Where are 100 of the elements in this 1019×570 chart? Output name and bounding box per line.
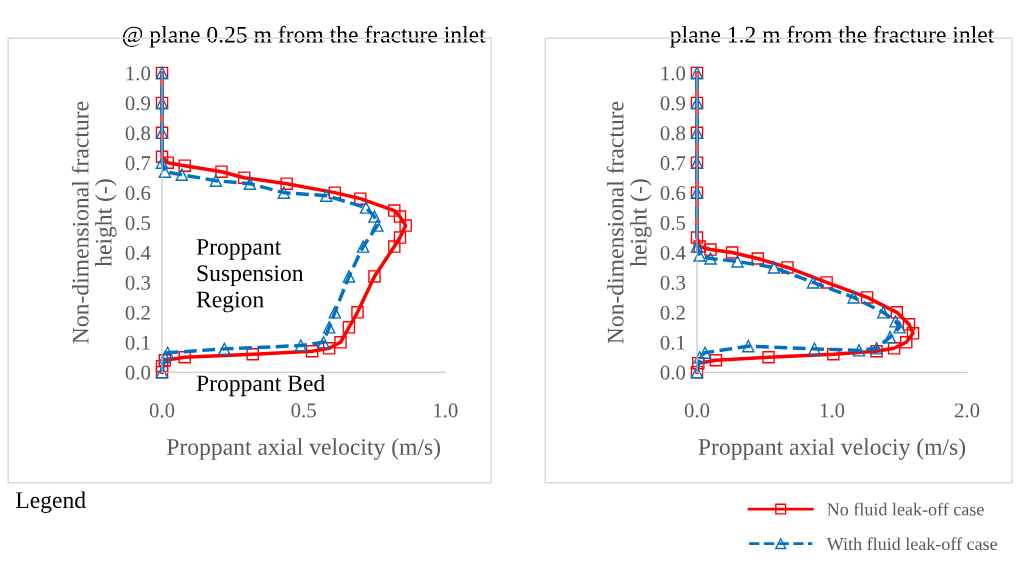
- point: [883, 330, 897, 344]
- point: [709, 353, 723, 367]
- x-tick-label: 1.0: [820, 403, 845, 418]
- point: [808, 342, 821, 356]
- point: [731, 255, 744, 268]
- point: [368, 210, 381, 223]
- y-tick-label: 0.3: [125, 275, 151, 290]
- point: [762, 350, 775, 364]
- point: [175, 168, 189, 181]
- point: [342, 321, 356, 334]
- point: [692, 356, 705, 370]
- point: [806, 276, 820, 289]
- y-axis-title: Non-dimensional fracture height (-): [606, 101, 652, 344]
- point: [847, 291, 860, 304]
- annotation: Proppant Suspension Region: [196, 239, 304, 313]
- point: [399, 219, 412, 232]
- point: [368, 270, 381, 283]
- y-tick-label: 0.4: [125, 245, 151, 261]
- point: [902, 318, 916, 331]
- x-tick-label: 2.0: [954, 403, 980, 418]
- point: [322, 342, 336, 355]
- point: [693, 350, 706, 364]
- point: [893, 321, 906, 334]
- y-tick-label: 0.6: [660, 186, 686, 201]
- point: [742, 339, 755, 353]
- point: [704, 243, 717, 256]
- x-axis-title: Proppant axial velociy (m/s): [698, 438, 966, 460]
- y-tick-label: 0.6: [125, 186, 151, 201]
- x-axis-title: Proppant axial velocity (m/s): [166, 438, 440, 460]
- point: [158, 165, 172, 178]
- x-tick-label: 1.0: [434, 403, 458, 418]
- point: [820, 276, 833, 289]
- point: [342, 270, 356, 283]
- point: [161, 346, 174, 360]
- point: [388, 204, 401, 217]
- legend-label: No fluid leak-off case: [827, 502, 984, 516]
- point: [388, 240, 401, 253]
- point: [393, 231, 407, 244]
- y-tick-label: 1.0: [661, 66, 686, 81]
- point: [725, 246, 739, 259]
- x-tick-label: 0.5: [291, 403, 316, 418]
- point: [852, 344, 866, 357]
- point: [887, 342, 901, 355]
- y-tick-label: 0.0: [125, 365, 151, 380]
- point: [698, 346, 712, 360]
- point: [359, 201, 373, 214]
- point: [704, 252, 717, 265]
- y-tick-label: 0.9: [660, 96, 686, 111]
- point: [690, 231, 704, 244]
- point: [328, 306, 342, 319]
- y-tick-label: 0.1: [125, 335, 150, 350]
- point: [900, 336, 913, 349]
- y-tick-label: 0.3: [660, 275, 686, 290]
- text: Legend: [15, 491, 86, 513]
- point: [178, 159, 191, 172]
- point: [320, 189, 333, 202]
- y-axis-title: Non-dimensional fracture height (-): [71, 101, 117, 344]
- point: [860, 291, 874, 304]
- point: [334, 336, 347, 349]
- point: [178, 350, 191, 364]
- y-tick-label: 0.4: [660, 245, 686, 261]
- point: [305, 345, 319, 358]
- point: [693, 249, 706, 262]
- y-tick-label: 0.2: [660, 305, 685, 320]
- text: Proppant Bed: [196, 374, 325, 397]
- point: [280, 177, 293, 190]
- x-tick-label: 0.0: [149, 403, 175, 418]
- point: [889, 315, 902, 328]
- point: [322, 321, 336, 334]
- point: [237, 171, 251, 184]
- point: [751, 252, 765, 265]
- y-tick-label: 0.2: [125, 305, 150, 320]
- point: [351, 306, 364, 319]
- y-tick-label: 0.7: [125, 156, 151, 171]
- point: [393, 210, 407, 223]
- y-tick-label: 0.5: [660, 215, 686, 231]
- point: [209, 174, 223, 187]
- point: [155, 156, 169, 169]
- point: [781, 261, 794, 274]
- point: [890, 306, 904, 319]
- x-tick-label: 0.0: [684, 403, 710, 418]
- point: [277, 186, 291, 199]
- point: [294, 339, 308, 352]
- point: [877, 306, 890, 319]
- y-tick-label: 0.9: [125, 96, 151, 111]
- y-tick-label: 0.0: [660, 365, 686, 380]
- y-tick-label: 0.8: [125, 126, 151, 141]
- y-tick-label: 1.0: [126, 66, 151, 81]
- point: [215, 165, 228, 178]
- y-tick-label: 0.1: [660, 335, 685, 350]
- point: [243, 177, 257, 190]
- point: [906, 327, 920, 340]
- y-tick-label: 0.8: [660, 126, 686, 141]
- point: [246, 348, 259, 361]
- y-tick-label: 0.7: [660, 156, 686, 171]
- point: [155, 359, 169, 373]
- point: [317, 336, 330, 349]
- legend-label: With fluid leak-off case: [826, 537, 998, 551]
- y-tick-label: 0.5: [125, 215, 151, 231]
- point: [218, 342, 231, 356]
